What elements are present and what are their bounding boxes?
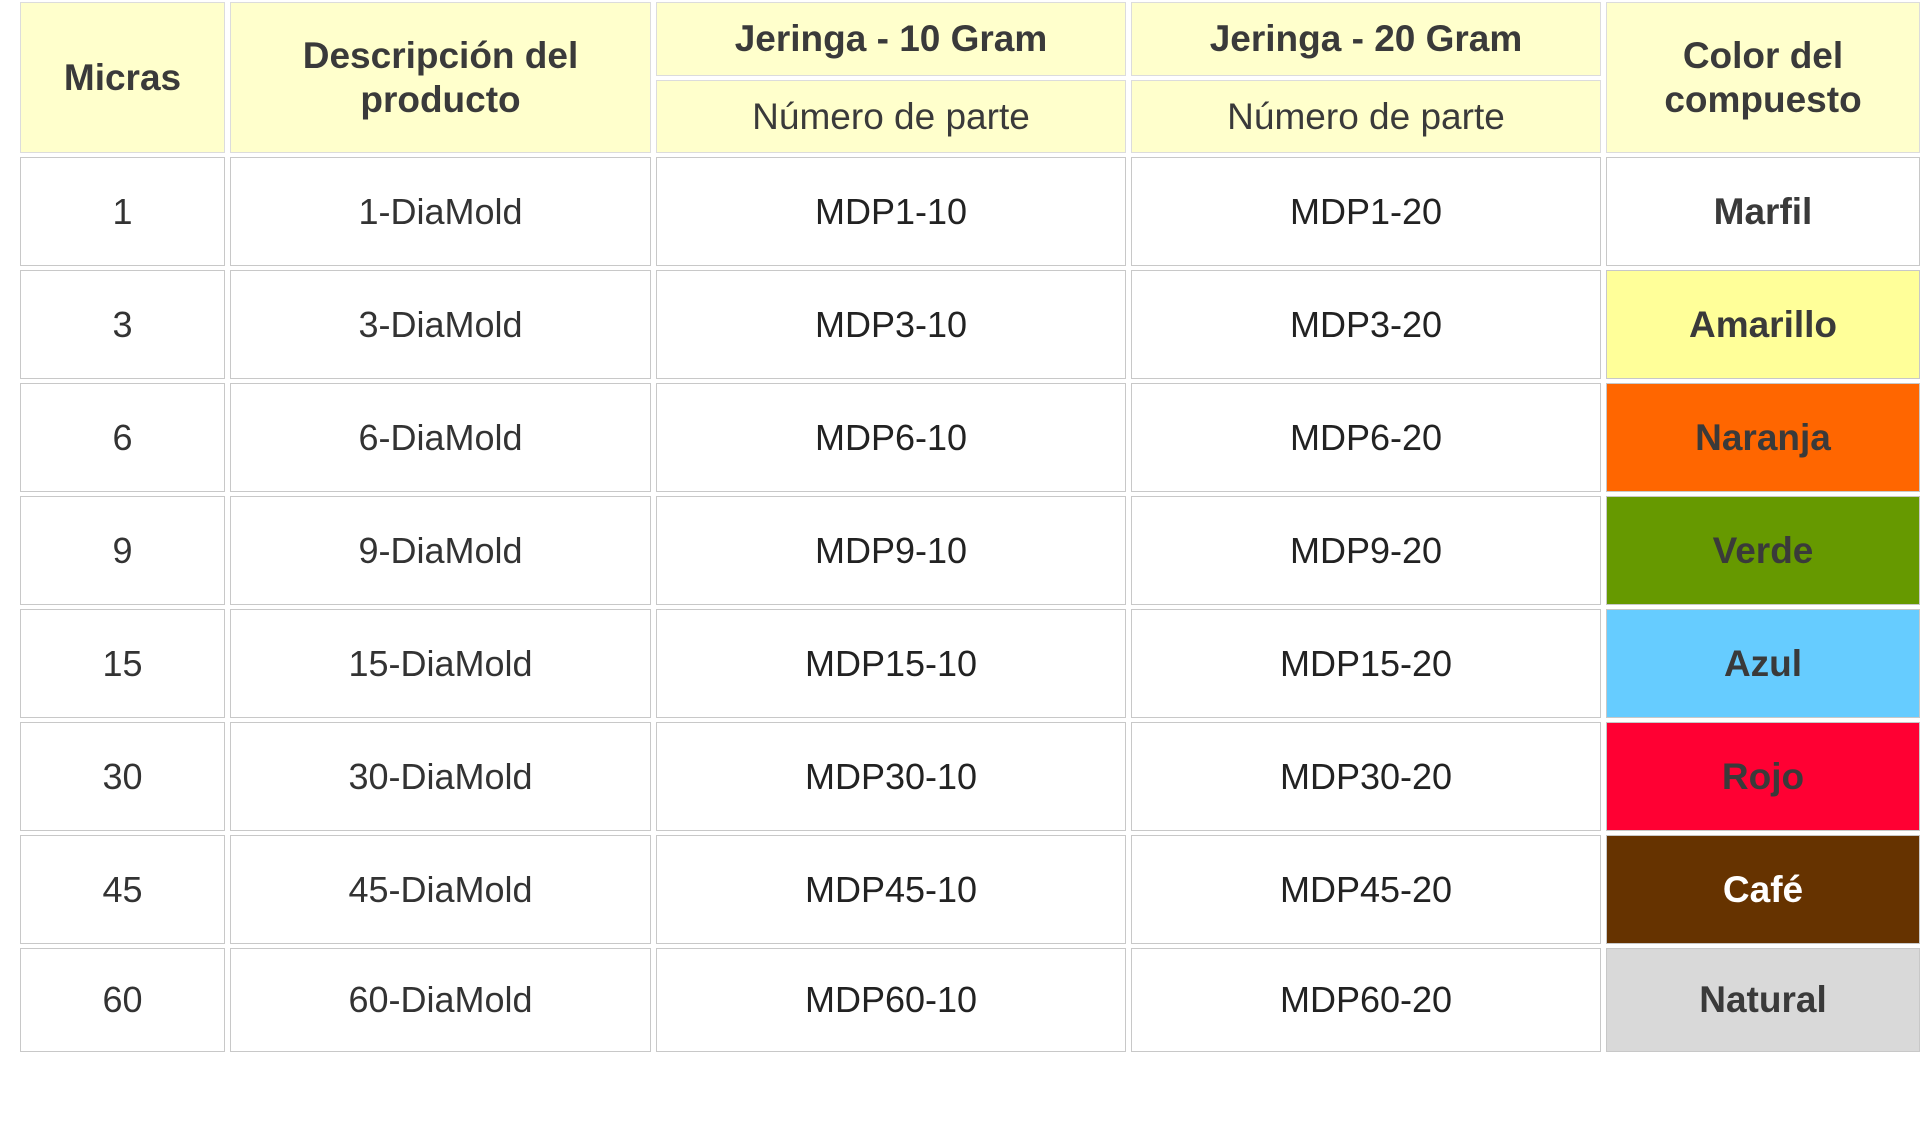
cell-parte-20: MDP3-20	[1131, 270, 1601, 379]
cell-micras: 30	[20, 722, 225, 831]
cell-color-swatch: Marfil	[1606, 157, 1920, 266]
cell-color-swatch: Rojo	[1606, 722, 1920, 831]
cell-parte-20: MDP15-20	[1131, 609, 1601, 718]
cell-descripcion: 30-DiaMold	[230, 722, 651, 831]
part-number-20: MDP30-20	[1251, 749, 1481, 804]
table-body: 1 1-DiaMold MDP1-10 MDP1-20 Marfil 3 3-DiaMold…	[20, 157, 1920, 1052]
part-number-20: MDP6-20	[1261, 410, 1471, 465]
header-numero-parte-10: Número de parte	[656, 80, 1126, 153]
part-number-20: MDP60-20	[1251, 973, 1481, 1027]
cell-parte-10: MDP9-10	[656, 496, 1126, 605]
cell-color-swatch: Azul	[1606, 609, 1920, 718]
part-number-10: MDP60-10	[776, 973, 1006, 1027]
part-number-10: MDP30-10	[776, 749, 1006, 804]
table-row: 3 3-DiaMold MDP3-10 MDP3-20 Amarillo	[20, 270, 1920, 379]
table-row: 45 45-DiaMold MDP45-10 MDP45-20 Café	[20, 835, 1920, 944]
cell-micras: 9	[20, 496, 225, 605]
cell-micras: 6	[20, 383, 225, 492]
cell-micras: 1	[20, 157, 225, 266]
cell-parte-10: MDP15-10	[656, 609, 1126, 718]
part-number-10: MDP6-10	[786, 410, 996, 465]
cell-parte-20: MDP60-20	[1131, 948, 1601, 1052]
cell-descripcion: 3-DiaMold	[230, 270, 651, 379]
part-number-20: MDP15-20	[1251, 636, 1481, 691]
table-row: 9 9-DiaMold MDP9-10 MDP9-20 Verde	[20, 496, 1920, 605]
table-header: Micras Descripción del producto Jeringa …	[20, 2, 1920, 153]
cell-parte-20: MDP30-20	[1131, 722, 1601, 831]
cell-micras: 45	[20, 835, 225, 944]
cell-descripcion: 45-DiaMold	[230, 835, 651, 944]
cell-parte-10: MDP3-10	[656, 270, 1126, 379]
table-row: 30 30-DiaMold MDP30-10 MDP30-20 Rojo	[20, 722, 1920, 831]
cell-descripcion: 60-DiaMold	[230, 948, 651, 1052]
part-number-10: MDP1-10	[786, 184, 996, 239]
cell-parte-10: MDP30-10	[656, 722, 1126, 831]
cell-micras: 3	[20, 270, 225, 379]
table-row: 15 15-DiaMold MDP15-10 MDP15-20 Azul	[20, 609, 1920, 718]
cell-parte-20: MDP9-20	[1131, 496, 1601, 605]
cell-parte-20: MDP45-20	[1131, 835, 1601, 944]
cell-color-swatch: Verde	[1606, 496, 1920, 605]
product-table: Micras Descripción del producto Jeringa …	[15, 0, 1925, 1056]
cell-parte-10: MDP6-10	[656, 383, 1126, 492]
part-number-10: MDP15-10	[776, 636, 1006, 691]
cell-descripcion: 6-DiaMold	[230, 383, 651, 492]
part-number-10: MDP9-10	[786, 523, 996, 578]
header-jeringa-10: Jeringa - 10 Gram	[656, 2, 1126, 76]
cell-parte-10: MDP45-10	[656, 835, 1126, 944]
table-row: 6 6-DiaMold MDP6-10 MDP6-20 Naranja	[20, 383, 1920, 492]
table-row: 60 60-DiaMold MDP60-10 MDP60-20 Natural	[20, 948, 1920, 1052]
part-number-20: MDP9-20	[1261, 523, 1471, 578]
product-table-container: Micras Descripción del producto Jeringa …	[20, 2, 1920, 1056]
cell-micras: 15	[20, 609, 225, 718]
table-row: 1 1-DiaMold MDP1-10 MDP1-20 Marfil	[20, 157, 1920, 266]
part-number-10: MDP3-10	[786, 297, 996, 352]
cell-parte-10: MDP60-10	[656, 948, 1126, 1052]
cell-parte-20: MDP1-20	[1131, 157, 1601, 266]
cell-color-swatch: Naranja	[1606, 383, 1920, 492]
header-color-label: Color del compuesto	[1664, 34, 1862, 120]
cell-parte-20: MDP6-20	[1131, 383, 1601, 492]
part-number-20: MDP45-20	[1251, 862, 1481, 917]
header-numero-parte-20: Número de parte	[1131, 80, 1601, 153]
cell-descripcion: 15-DiaMold	[230, 609, 651, 718]
part-number-20: MDP1-20	[1261, 184, 1471, 239]
cell-color-swatch: Natural	[1606, 948, 1920, 1052]
cell-micras: 60	[20, 948, 225, 1052]
cell-descripcion: 9-DiaMold	[230, 496, 651, 605]
part-number-20: MDP3-20	[1261, 297, 1471, 352]
header-micras: Micras	[20, 2, 225, 153]
header-descripcion-label: Descripción del producto	[302, 34, 579, 120]
cell-color-swatch: Amarillo	[1606, 270, 1920, 379]
cell-parte-10: MDP1-10	[656, 157, 1126, 266]
cell-color-swatch: Café	[1606, 835, 1920, 944]
header-jeringa-20: Jeringa - 20 Gram	[1131, 2, 1601, 76]
part-number-10: MDP45-10	[776, 862, 1006, 917]
cell-descripcion: 1-DiaMold	[230, 157, 651, 266]
header-descripcion: Descripción del producto	[230, 2, 651, 153]
header-color: Color del compuesto	[1606, 2, 1920, 153]
